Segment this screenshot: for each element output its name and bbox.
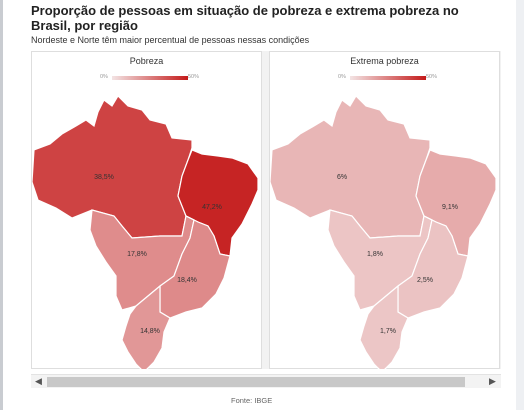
maps-container: Pobreza 0% 50% 38,5% 47,2% 17,8% 18,4% 14,8%… [31,51,501,369]
choropleth-map: 38,5% 47,2% 17,8% 18,4% 14,8% [32,95,259,369]
scroll-right-arrow-icon[interactable]: ▶ [489,376,496,386]
choropleth-map: 6% 9,1% 1,8% 2,5% 1,7% [270,95,497,369]
region-sudeste[interactable] [159,215,231,319]
region-value-label: 1,7% [380,328,396,335]
color-legend: 0% 50% [100,74,200,82]
region-sul[interactable] [359,284,409,369]
region-nordeste[interactable] [415,149,497,257]
region-value-label: 47,2% [202,204,222,211]
region-value-label: 1,8% [367,251,383,258]
region-value-label: 9,1% [442,204,458,211]
panel-title: Extrema pobreza [350,56,419,66]
region-value-label: 38,5% [94,174,114,181]
legend-max-label: 50% [188,74,200,80]
legend-gradient [112,76,188,80]
legend-gradient [350,76,426,80]
source-note: Fonte: IBGE [231,396,273,405]
legend-max-label: 50% [426,74,438,80]
color-legend: 0% 50% [338,74,438,82]
scroll-thumb[interactable] [47,377,465,387]
map-panel-extrema-pobreza: Extrema pobreza 0% 50% 6% 9,1% 1,8% 2,5% 1,7… [269,51,500,369]
legend-min-label: 0% [100,74,108,80]
panel-title: Pobreza [129,56,164,66]
region-sul[interactable] [121,284,171,369]
window-edge [0,0,3,410]
region-value-label: 14,8% [140,328,160,335]
scroll-left-arrow-icon[interactable]: ◀ [35,376,42,386]
chart-subtitle: Nordeste e Norte têm maior percentual de… [31,35,310,45]
region-nordeste[interactable] [177,149,259,257]
region-value-label: 17,8% [127,251,147,258]
region-sudeste[interactable] [397,215,469,319]
chart-title: Proporção de pessoas em situação de pobr… [31,3,459,33]
page-scrollbar-track[interactable] [516,0,524,410]
horizontal-scrollbar[interactable]: ◀ ▶ [31,374,501,388]
map-panel-pobreza: Pobreza 0% 50% 38,5% 47,2% 17,8% 18,4% 14,8% [31,51,262,369]
region-value-label: 6% [337,174,347,181]
region-value-label: 2,5% [417,277,433,284]
region-value-label: 18,4% [177,277,197,284]
legend-min-label: 0% [338,74,346,80]
